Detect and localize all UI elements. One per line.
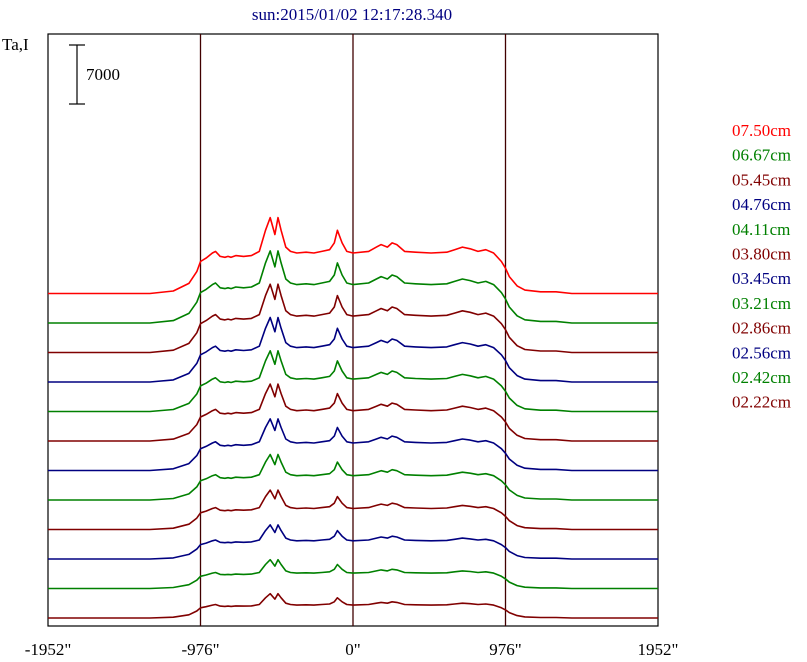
series-line-03.80cm bbox=[48, 383, 658, 442]
series-line-04.76cm bbox=[48, 316, 658, 383]
legend-entry-04.11cm: 04.11cm bbox=[732, 220, 790, 239]
series-line-02.56cm bbox=[48, 524, 658, 560]
series-line-02.22cm bbox=[48, 592, 658, 619]
legend-entry-06.67cm: 06.67cm bbox=[732, 146, 791, 165]
legend-entry-04.76cm: 04.76cm bbox=[732, 195, 791, 214]
series-line-04.11cm bbox=[48, 349, 658, 413]
series-line-02.42cm bbox=[48, 558, 658, 590]
series-line-03.45cm bbox=[48, 418, 658, 472]
series-line-07.50cm bbox=[48, 216, 658, 295]
x-tick-label-3: 976" bbox=[489, 640, 521, 659]
legend-entry-03.45cm: 03.45cm bbox=[732, 269, 791, 288]
x-axis-ticks: -1952" -976" 0" 976" 1952" bbox=[25, 640, 679, 659]
series-line-03.21cm bbox=[48, 453, 658, 501]
chart-title: sun:2015/01/02 12:17:28.340 bbox=[252, 5, 452, 24]
scale-bar: 7000 bbox=[69, 44, 120, 105]
legend-entry-05.45cm: 05.45cm bbox=[732, 170, 791, 189]
legend-entry-02.86cm: 02.86cm bbox=[732, 319, 791, 338]
series-line-05.45cm bbox=[48, 283, 658, 354]
legend-entry-02.22cm: 02.22cm bbox=[732, 393, 791, 412]
legend-entry-03.80cm: 03.80cm bbox=[732, 245, 791, 264]
series-line-06.67cm bbox=[48, 250, 658, 324]
series-line-02.86cm bbox=[48, 489, 658, 531]
legend-entry-07.50cm: 07.50cm bbox=[732, 121, 791, 140]
x-tick-label-1: -976" bbox=[181, 640, 219, 659]
x-tick-label-2: 0" bbox=[345, 640, 360, 659]
series-group bbox=[48, 216, 658, 619]
legend-entry-03.21cm: 03.21cm bbox=[732, 294, 791, 313]
x-tick-label-0: -1952" bbox=[25, 640, 72, 659]
scale-bar-label: 7000 bbox=[86, 65, 120, 84]
legend: 07.50cm 06.67cm 05.45cm 04.76cm 04.11cm 03.80… bbox=[732, 121, 791, 412]
legend-entry-02.56cm: 02.56cm bbox=[732, 343, 791, 362]
legend-entry-02.42cm: 02.42cm bbox=[732, 368, 791, 387]
y-axis-label: Ta,I bbox=[2, 35, 29, 54]
disk-limb-lines bbox=[199, 34, 507, 626]
x-tick-label-4: 1952" bbox=[638, 640, 679, 659]
